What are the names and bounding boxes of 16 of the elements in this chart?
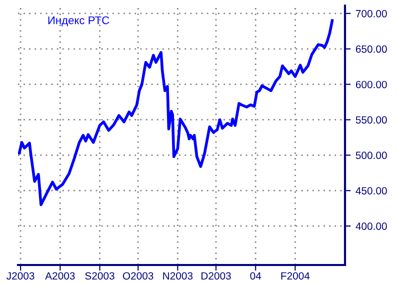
x-tick-label: J2003 — [6, 272, 34, 280]
y-tick-label: 650.00 — [356, 45, 387, 53]
y-tick-label: 500.00 — [356, 152, 387, 160]
x-tick-label: A2003 — [45, 272, 75, 280]
x-tick-label: 04 — [250, 272, 262, 280]
y-tick-label: 600.00 — [356, 80, 387, 88]
text: Индекс РТС — [48, 16, 110, 26]
y-tick-label: 700.00 — [356, 10, 387, 18]
y-tick-label: 400.00 — [356, 222, 387, 230]
x-tick-label: N2003 — [163, 272, 193, 280]
y-tick-label: 550.00 — [356, 116, 387, 124]
x-tick-label: D2003 — [201, 272, 231, 280]
x-tick-label: S2003 — [85, 272, 114, 280]
x-tick-label: O2003 — [122, 272, 154, 280]
x-tick-label: F2004 — [281, 272, 310, 280]
y-tick-label: 450.00 — [356, 187, 387, 194]
